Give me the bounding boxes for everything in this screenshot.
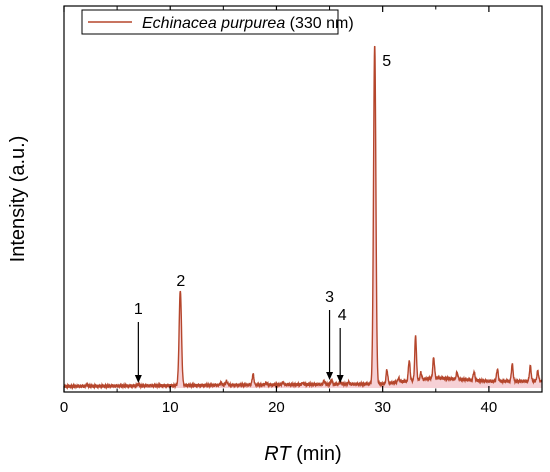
plot-layer [64, 45, 542, 391]
legend-label: Echinacea purpurea (330 nm) [142, 15, 354, 32]
peak-label-1: 1 [134, 301, 143, 318]
x-tick-label: 40 [481, 399, 498, 416]
x-axis-title: RT (min) [264, 443, 341, 465]
x-tick-label: 0 [60, 399, 68, 416]
peak-label-5: 5 [382, 53, 391, 70]
y-axis-title: Intensity (a.u.) [7, 136, 29, 263]
x-tick-label: 10 [162, 399, 179, 416]
peak-arrowhead-1 [134, 375, 142, 383]
peak-arrowhead-3 [326, 372, 334, 380]
series-line [64, 45, 542, 391]
peak-label-4: 4 [338, 307, 347, 324]
peak-label-2: 2 [176, 273, 185, 290]
annotation-layer: 1 2 34 5 [134, 53, 391, 383]
series-fill-area [64, 46, 542, 389]
peak-arrowhead-4 [336, 375, 344, 383]
x-tick-label: 20 [268, 399, 285, 416]
legend-layer: Echinacea purpurea (330 nm) [81, 9, 354, 35]
peak-label-3: 3 [325, 289, 334, 306]
plot-frame [63, 5, 543, 393]
axes-layer: 0 10 20 30 40 RT (min) Intensity (a.u.) [7, 5, 543, 465]
x-tick-label: 30 [374, 399, 391, 416]
